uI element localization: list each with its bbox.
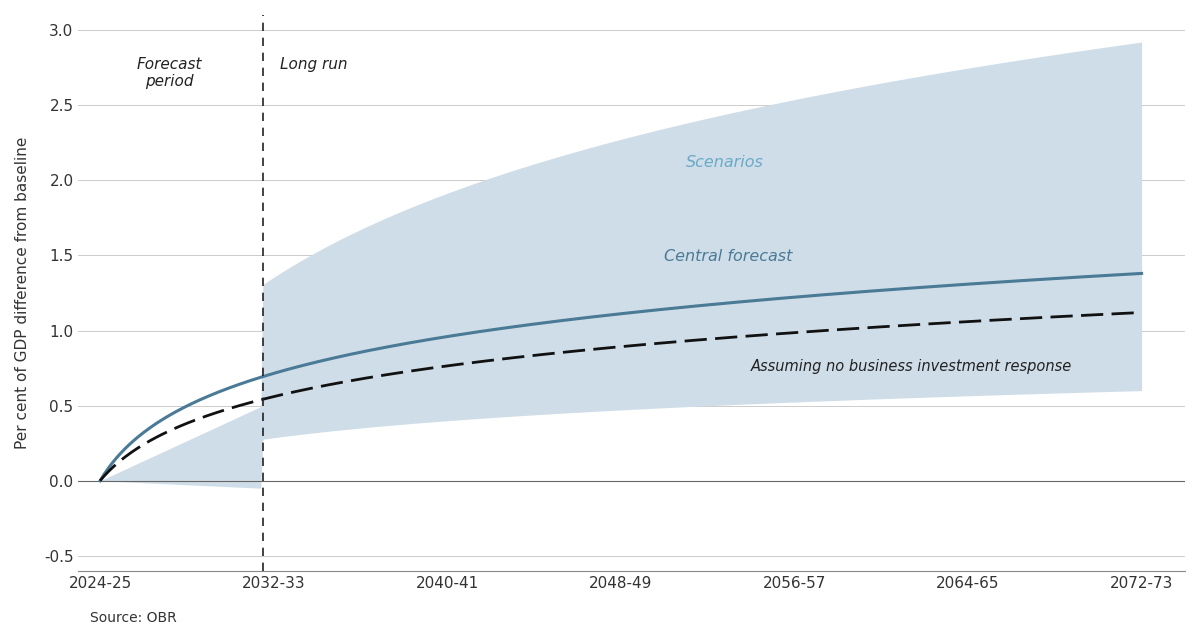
Text: Long run: Long run [280,57,348,72]
Text: Scenarios: Scenarios [686,155,764,170]
Y-axis label: Per cent of GDP difference from baseline: Per cent of GDP difference from baseline [16,137,30,449]
Text: Central forecast: Central forecast [665,249,793,264]
Text: Assuming no business investment response: Assuming no business investment response [751,359,1073,374]
Text: Source: OBR: Source: OBR [90,611,176,625]
Text: Forecast
period: Forecast period [137,57,203,90]
